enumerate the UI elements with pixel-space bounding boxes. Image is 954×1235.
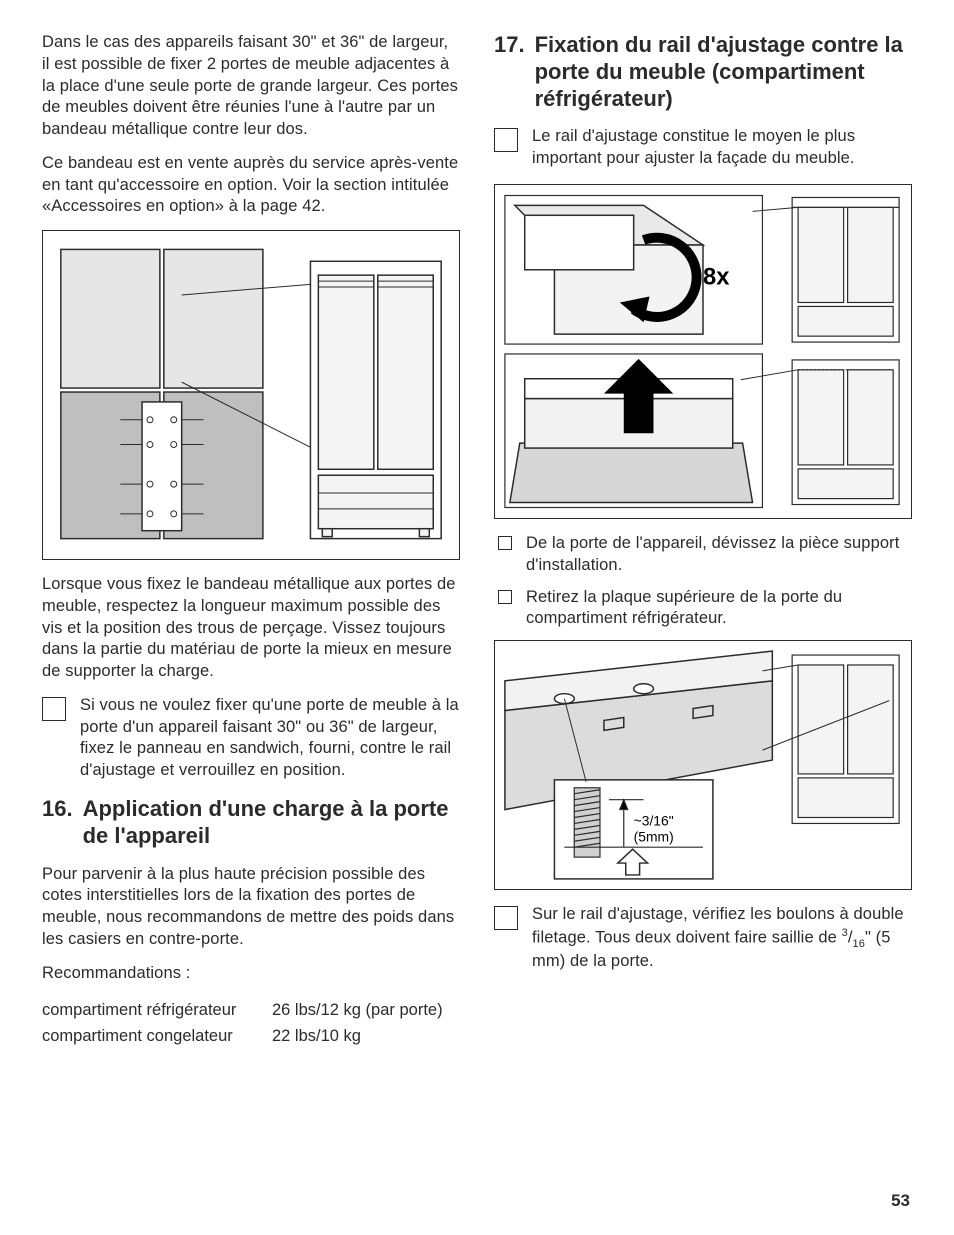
recommendations-label: Recommandations : [42, 963, 460, 985]
bullet-item: De la porte de l'appareil, dévissez la p… [494, 533, 912, 577]
note-text: Le rail d'ajustage constitue le moyen le… [532, 126, 912, 170]
table-cell: compartiment réfrigérateur [42, 997, 272, 1023]
note-text: Si vous ne voulez fixer qu'une porte de … [80, 695, 460, 782]
paragraph: Lorsque vous fixez le bandeau métallique… [42, 574, 460, 683]
right-column: 17. Fixation du rail d'ajustage contre l… [494, 32, 912, 1049]
paragraph: Ce bandeau est en vente auprès du servic… [42, 153, 460, 218]
bullet-text: De la porte de l'appareil, dévissez la p… [526, 533, 912, 577]
heading-text: Application d'une charge à la porte de l… [83, 796, 460, 850]
dim-label: (5mm) [634, 828, 674, 844]
table-cell: 26 lbs/12 kg (par porte) [272, 997, 443, 1023]
label-8x: 8x [703, 264, 730, 291]
note: Si vous ne voulez fixer qu'une porte de … [42, 695, 460, 782]
table-cell: 22 lbs/10 kg [272, 1023, 361, 1049]
heading-16: 16. Application d'une charge à la porte … [42, 796, 460, 850]
left-column: Dans le cas des appareils faisant 30" et… [42, 32, 460, 1049]
figure-rail-install: 8x [494, 184, 912, 519]
bullet-item: Retirez la plaque supérieure de la porte… [494, 587, 912, 631]
dim-label: ~3/16" [634, 812, 674, 828]
table-cell: compartiment congelateur [42, 1023, 272, 1049]
note: Le rail d'ajustage constitue le moyen le… [494, 126, 912, 170]
heading-number: 16. [42, 796, 73, 823]
table-row: compartiment congelateur 22 lbs/10 kg [42, 1023, 460, 1049]
checkbox-icon [42, 697, 66, 721]
checkbox-icon [494, 128, 518, 152]
paragraph: Dans le cas des appareils faisant 30" et… [42, 32, 460, 141]
page-number: 53 [891, 1191, 910, 1211]
paragraph: Pour parvenir à la plus haute précision … [42, 864, 460, 951]
checkbox-icon [494, 906, 518, 930]
table-row: compartiment réfrigérateur 26 lbs/12 kg … [42, 997, 460, 1023]
bullet-text: Retirez la plaque supérieure de la porte… [526, 587, 912, 631]
figure-panel-strap [42, 230, 460, 560]
figure-bolt-protrusion: ~3/16" (5mm) [494, 640, 912, 890]
recommendations-table: compartiment réfrigérateur 26 lbs/12 kg … [42, 997, 460, 1050]
square-bullet-icon [498, 590, 512, 604]
heading-17: 17. Fixation du rail d'ajustage contre l… [494, 32, 912, 112]
heading-number: 17. [494, 32, 525, 59]
note-text: Sur le rail d'ajustage, vérifiez les bou… [532, 904, 912, 973]
heading-text: Fixation du rail d'ajustage contre la po… [535, 32, 912, 112]
note: Sur le rail d'ajustage, vérifiez les bou… [494, 904, 912, 973]
square-bullet-icon [498, 536, 512, 550]
